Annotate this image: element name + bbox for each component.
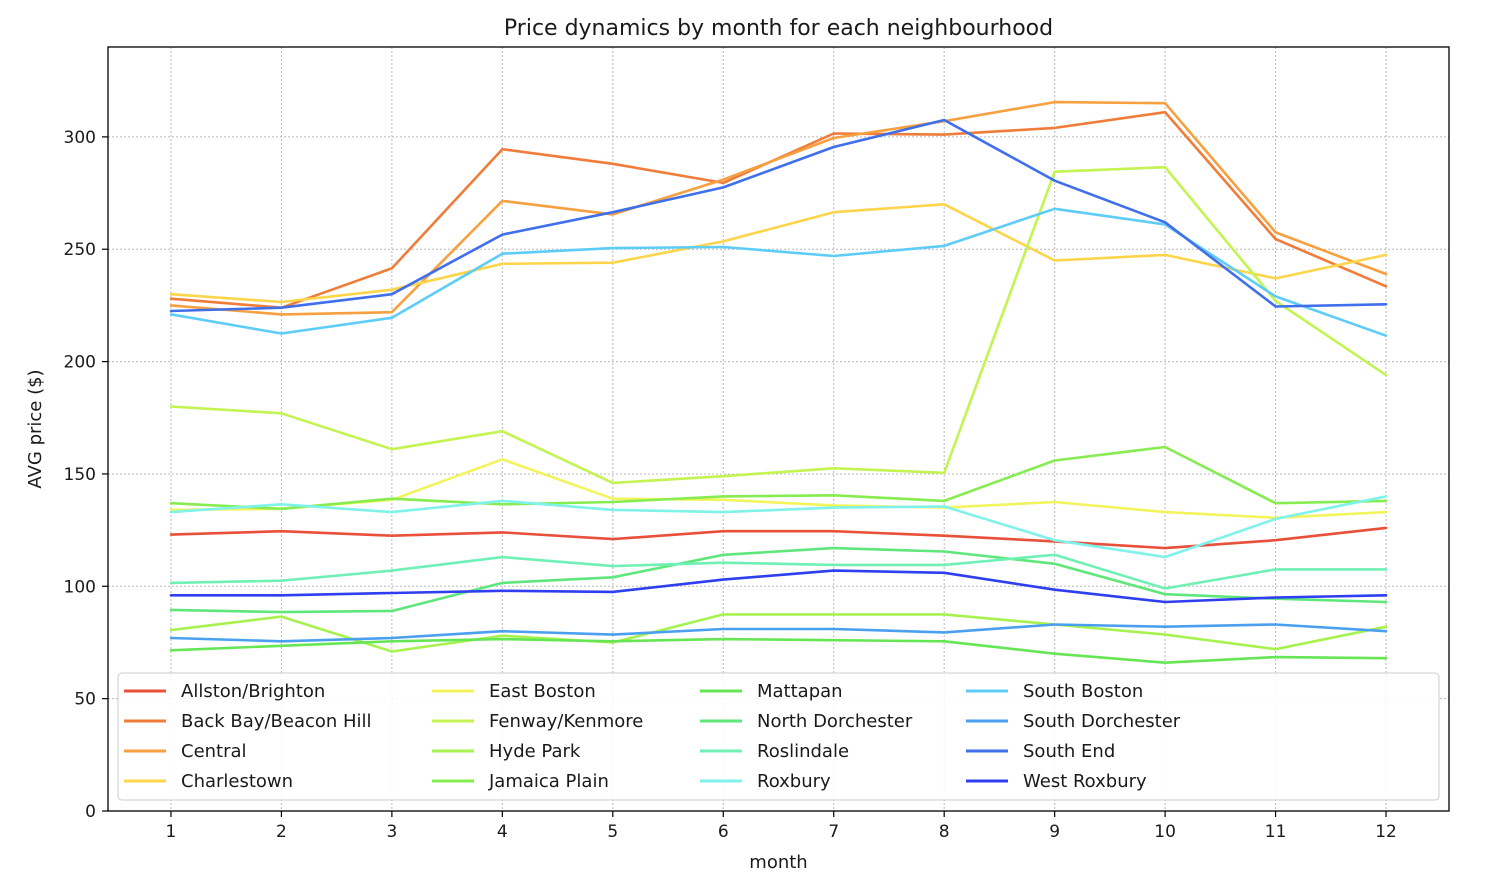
legend-label: South Boston (1023, 681, 1143, 702)
x-tick-label: 7 (828, 822, 839, 842)
y-tick-label: 100 (64, 577, 96, 597)
series-line (169, 495, 1388, 559)
legend-box (117, 672, 1440, 801)
series-line (169, 613, 1388, 653)
x-tick-label: 5 (607, 822, 618, 842)
x-tick-label: 3 (386, 822, 397, 842)
series-line (169, 553, 1388, 590)
x-tick-label: 10 (1154, 822, 1176, 842)
legend-label: Central (181, 741, 247, 762)
series-line (169, 445, 1388, 511)
series-line (169, 203, 1388, 304)
legend-label: Charlestown (181, 771, 293, 792)
series-line (169, 100, 1388, 316)
x-tick-label: 8 (939, 822, 950, 842)
x-tick-label: 9 (1049, 822, 1060, 842)
legend-label: South Dorchester (1023, 711, 1181, 732)
legend-label: West Roxbury (1023, 771, 1147, 792)
legend-label: Fenway/Kenmore (489, 711, 643, 732)
series-layer (169, 100, 1388, 665)
axes-frame (107, 46, 1450, 812)
y-tick-label: 50 (74, 690, 96, 710)
legend-label: Back Bay/Beacon Hill (181, 711, 372, 732)
y-tick-label: 300 (64, 128, 96, 148)
legend-label: Mattapan (757, 681, 843, 702)
x-tick-label: 4 (497, 822, 508, 842)
series-line (169, 569, 1388, 604)
legend-label: Jamaica Plain (488, 771, 609, 792)
x-tick-label: 6 (718, 822, 729, 842)
x-tick-label: 11 (1265, 822, 1287, 842)
y-tick-label: 150 (64, 465, 96, 485)
legend-label: Roxbury (757, 771, 831, 792)
legend-label: South End (1023, 741, 1115, 762)
x-tick-label: 2 (276, 822, 287, 842)
x-tick-label: 1 (166, 822, 177, 842)
legend-label: Roslindale (757, 741, 849, 762)
series-line (169, 637, 1388, 665)
x-tick-label: 12 (1375, 822, 1397, 842)
series-line (169, 118, 1388, 313)
legend-label: Allston/Brighton (181, 681, 325, 702)
legend-label: East Boston (489, 681, 596, 702)
chart-title: Price dynamics by month for each neighbo… (504, 16, 1053, 41)
y-tick-label: 250 (64, 240, 96, 260)
legend-label: North Dorchester (757, 711, 913, 732)
x-axis-label: month (749, 852, 807, 873)
legend: Allston/Brighton Back Bay/Beacon Hill Cent… (117, 672, 1440, 801)
y-tick-label: 200 (64, 353, 96, 373)
legend-label: Hyde Park (489, 741, 581, 762)
y-axis-label: AVG price ($) (25, 369, 46, 488)
series-line (169, 165, 1388, 485)
series-line (169, 526, 1388, 550)
series-line (169, 623, 1388, 643)
series-line (169, 546, 1388, 614)
y-tick-label: 0 (85, 802, 96, 822)
